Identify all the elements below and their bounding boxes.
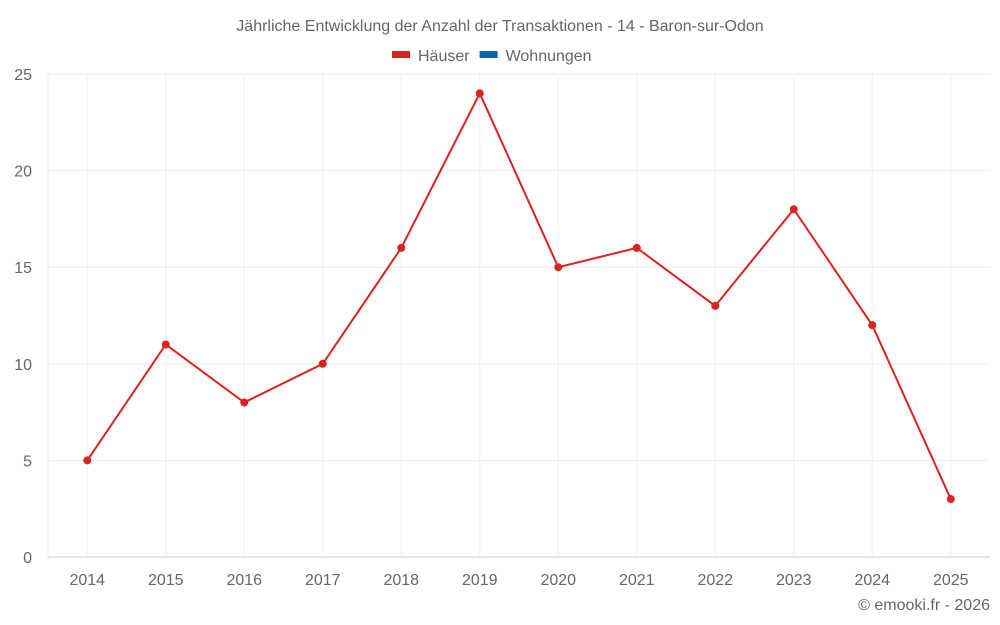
legend-label-0[interactable]: Häuser [418,48,470,65]
y-tick-label: 15 [14,260,32,277]
y-tick-label: 20 [14,164,32,181]
data-point[interactable] [632,243,641,252]
chart-title: Jährliche Entwicklung der Anzahl der Tra… [236,18,763,35]
data-point[interactable] [397,243,406,252]
x-tick-label: 2019 [462,572,498,589]
x-tick-label: 2021 [619,572,655,589]
data-point[interactable] [868,321,877,330]
y-tick-label: 10 [14,357,32,374]
y-tick-label: 25 [14,67,32,84]
credit: © emooki.fr - 2026 [858,597,990,614]
data-point[interactable] [240,398,249,407]
x-tick-label: 2015 [148,572,184,589]
legend-swatch-0[interactable] [392,51,410,58]
x-tick-label: 2025 [933,572,969,589]
data-point[interactable] [789,205,798,214]
series-line-0 [86,91,952,500]
data-point[interactable] [475,89,484,98]
data-point[interactable] [946,495,955,504]
legend-label-1[interactable]: Wohnungen [506,48,592,65]
x-tick-label: 2022 [697,572,733,589]
data-point[interactable] [554,263,563,272]
data-point[interactable] [83,456,92,465]
data-point[interactable] [711,301,720,310]
x-tick-label: 2017 [305,572,341,589]
data-point[interactable] [318,359,327,368]
x-tick-label: 2024 [854,572,890,589]
x-tick-label: 2020 [540,572,576,589]
y-tick-label: 0 [23,550,32,567]
x-tick-label: 2016 [226,572,262,589]
legend: Häuser Wohnungen [392,48,592,65]
x-tick-label: 2014 [69,572,105,589]
x-tick-label: 2023 [776,572,812,589]
x-tick-label: 2018 [383,572,419,589]
legend-swatch-1[interactable] [479,51,498,58]
data-point[interactable] [161,340,170,349]
y-tick-label: 5 [23,453,32,470]
